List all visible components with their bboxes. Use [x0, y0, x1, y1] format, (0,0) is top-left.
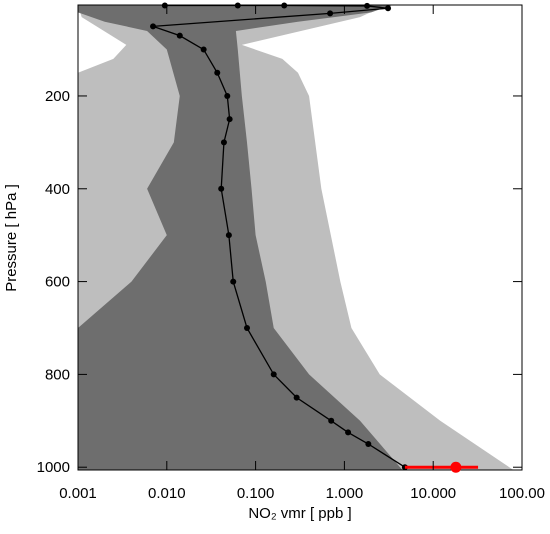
bands [78, 5, 514, 470]
profile-point [200, 46, 207, 53]
x-tick-label: 0.100 [237, 485, 275, 502]
x-axis-label: NO₂ vmr [ ppb ] [248, 505, 351, 522]
x-tick-label: 10.000 [410, 485, 456, 502]
y-tick-label: 800 [45, 366, 70, 383]
y-tick-label: 400 [45, 181, 70, 198]
profile-point [364, 2, 371, 9]
profile-point [150, 23, 157, 30]
profile-point [225, 232, 232, 239]
y-tick-label: 600 [45, 274, 70, 291]
profile-point [230, 278, 237, 285]
profile-point [214, 69, 221, 76]
profile-point [385, 5, 392, 12]
x-tick-label: 100.00 [499, 485, 545, 502]
profile-point [226, 116, 233, 123]
x-tick-label: 0.010 [148, 485, 186, 502]
x-tick-label: 0.001 [59, 485, 97, 502]
profile-point [281, 2, 288, 9]
y-tick-label: 1000 [37, 459, 70, 476]
x-tick-label: 1.000 [326, 485, 364, 502]
profile-point [327, 10, 334, 17]
profile-point [328, 417, 335, 424]
profile-point [224, 92, 231, 99]
profile-point [293, 394, 300, 401]
profile-point [218, 185, 225, 192]
y-tick-label: 200 [45, 88, 70, 105]
profile-point [243, 324, 250, 331]
profile-point [234, 2, 241, 9]
profile-point [176, 32, 183, 39]
profile-point [345, 429, 352, 436]
profile-point [270, 371, 277, 378]
band [78, 5, 403, 470]
surface-point [450, 461, 462, 473]
profile-point [220, 139, 227, 146]
y-axis-label: Pressure [ hPa ] [3, 184, 20, 292]
profile-point [365, 441, 372, 448]
